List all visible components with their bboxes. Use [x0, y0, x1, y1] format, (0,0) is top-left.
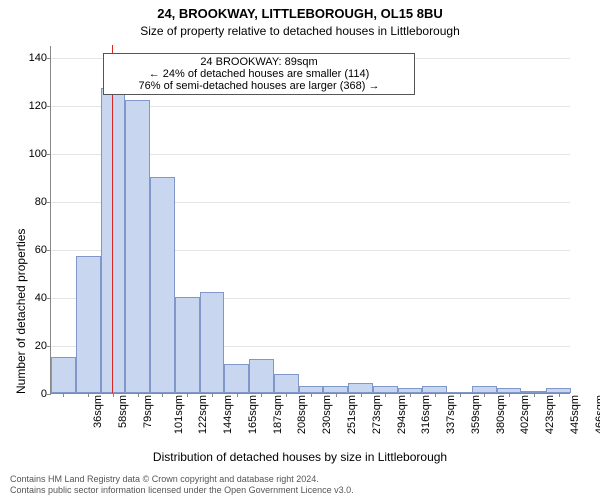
x-tick-mark — [336, 393, 337, 397]
histogram-bar — [422, 386, 447, 393]
x-tick-label: 144sqm — [222, 393, 234, 434]
x-tick-mark — [237, 393, 238, 397]
x-tick-label: 466sqm — [594, 393, 600, 434]
x-tick-label: 251sqm — [346, 393, 358, 434]
x-tick-label: 187sqm — [272, 393, 284, 434]
plot-area: 02040608010012014036sqm58sqm79sqm101sqm1… — [50, 46, 570, 394]
x-tick-label: 316sqm — [420, 393, 432, 434]
x-tick-mark — [361, 393, 362, 397]
attribution: Contains HM Land Registry data © Crown c… — [10, 474, 354, 497]
y-tick-label: 0 — [41, 388, 51, 400]
histogram-bar — [472, 386, 497, 393]
x-tick-mark — [311, 393, 312, 397]
chart-root: 24, BROOKWAY, LITTLEBOROUGH, OL15 8BU Si… — [0, 0, 600, 500]
highlight-marker-line — [112, 45, 113, 393]
x-tick-mark — [138, 393, 139, 397]
histogram-bar — [101, 88, 126, 393]
x-axis-label: Distribution of detached houses by size … — [0, 450, 600, 464]
histogram-bar — [323, 386, 348, 393]
x-tick-mark — [410, 393, 411, 397]
x-tick-label: 380sqm — [495, 393, 507, 434]
histogram-bar — [249, 359, 274, 393]
histogram-bar — [175, 297, 200, 393]
y-tick-label: 40 — [35, 292, 51, 304]
x-tick-label: 122sqm — [198, 393, 210, 434]
info-box-line: 24 BROOKWAY: 89sqm — [108, 56, 410, 68]
x-tick-mark — [385, 393, 386, 397]
histogram-bar — [150, 177, 175, 393]
y-tick-label: 60 — [35, 244, 51, 256]
x-tick-label: 101sqm — [173, 393, 185, 434]
x-tick-label: 359sqm — [470, 393, 482, 434]
y-tick-label: 80 — [35, 196, 51, 208]
x-tick-label: 165sqm — [247, 393, 259, 434]
x-tick-mark — [63, 393, 64, 397]
attribution-line-2: Contains public sector information licen… — [10, 485, 354, 496]
title-main: 24, BROOKWAY, LITTLEBOROUGH, OL15 8BU — [0, 6, 600, 21]
x-tick-label: 208sqm — [297, 393, 309, 434]
x-tick-mark — [509, 393, 510, 397]
info-box-line: 76% of semi-detached houses are larger (… — [108, 80, 410, 92]
y-axis-label: Number of detached properties — [14, 229, 28, 394]
histogram-bar — [373, 386, 398, 393]
histogram-bar — [299, 386, 324, 393]
x-tick-label: 337sqm — [445, 393, 457, 434]
x-tick-mark — [559, 393, 560, 397]
y-tick-label: 100 — [29, 148, 51, 160]
histogram-bar — [274, 374, 299, 393]
x-tick-mark — [460, 393, 461, 397]
y-tick-label: 20 — [35, 340, 51, 352]
x-tick-mark — [484, 393, 485, 397]
info-box-line: ← 24% of detached houses are smaller (11… — [108, 68, 410, 80]
y-tick-label: 120 — [29, 100, 51, 112]
histogram-bar — [51, 357, 76, 393]
histogram-bar — [76, 256, 101, 393]
histogram-bar — [125, 100, 150, 393]
x-tick-label: 402sqm — [519, 393, 531, 434]
x-tick-mark — [162, 393, 163, 397]
title-sub: Size of property relative to detached ho… — [0, 24, 600, 38]
histogram-bar — [224, 364, 249, 393]
x-tick-mark — [261, 393, 262, 397]
y-tick-label: 140 — [29, 52, 51, 64]
x-tick-mark — [88, 393, 89, 397]
x-tick-label: 36sqm — [92, 393, 104, 428]
x-tick-mark — [113, 393, 114, 397]
info-box: 24 BROOKWAY: 89sqm← 24% of detached hous… — [103, 53, 415, 95]
x-tick-label: 230sqm — [321, 393, 333, 434]
x-tick-label: 294sqm — [396, 393, 408, 434]
x-tick-label: 423sqm — [544, 393, 556, 434]
attribution-line-1: Contains HM Land Registry data © Crown c… — [10, 474, 354, 485]
histogram-bar — [200, 292, 225, 393]
histogram-bar — [348, 383, 373, 393]
x-tick-mark — [187, 393, 188, 397]
x-tick-mark — [286, 393, 287, 397]
x-tick-label: 273sqm — [371, 393, 383, 434]
x-tick-label: 79sqm — [142, 393, 154, 428]
x-tick-mark — [435, 393, 436, 397]
x-tick-mark — [212, 393, 213, 397]
x-tick-mark — [534, 393, 535, 397]
x-tick-label: 58sqm — [117, 393, 129, 428]
x-tick-label: 445sqm — [569, 393, 581, 434]
